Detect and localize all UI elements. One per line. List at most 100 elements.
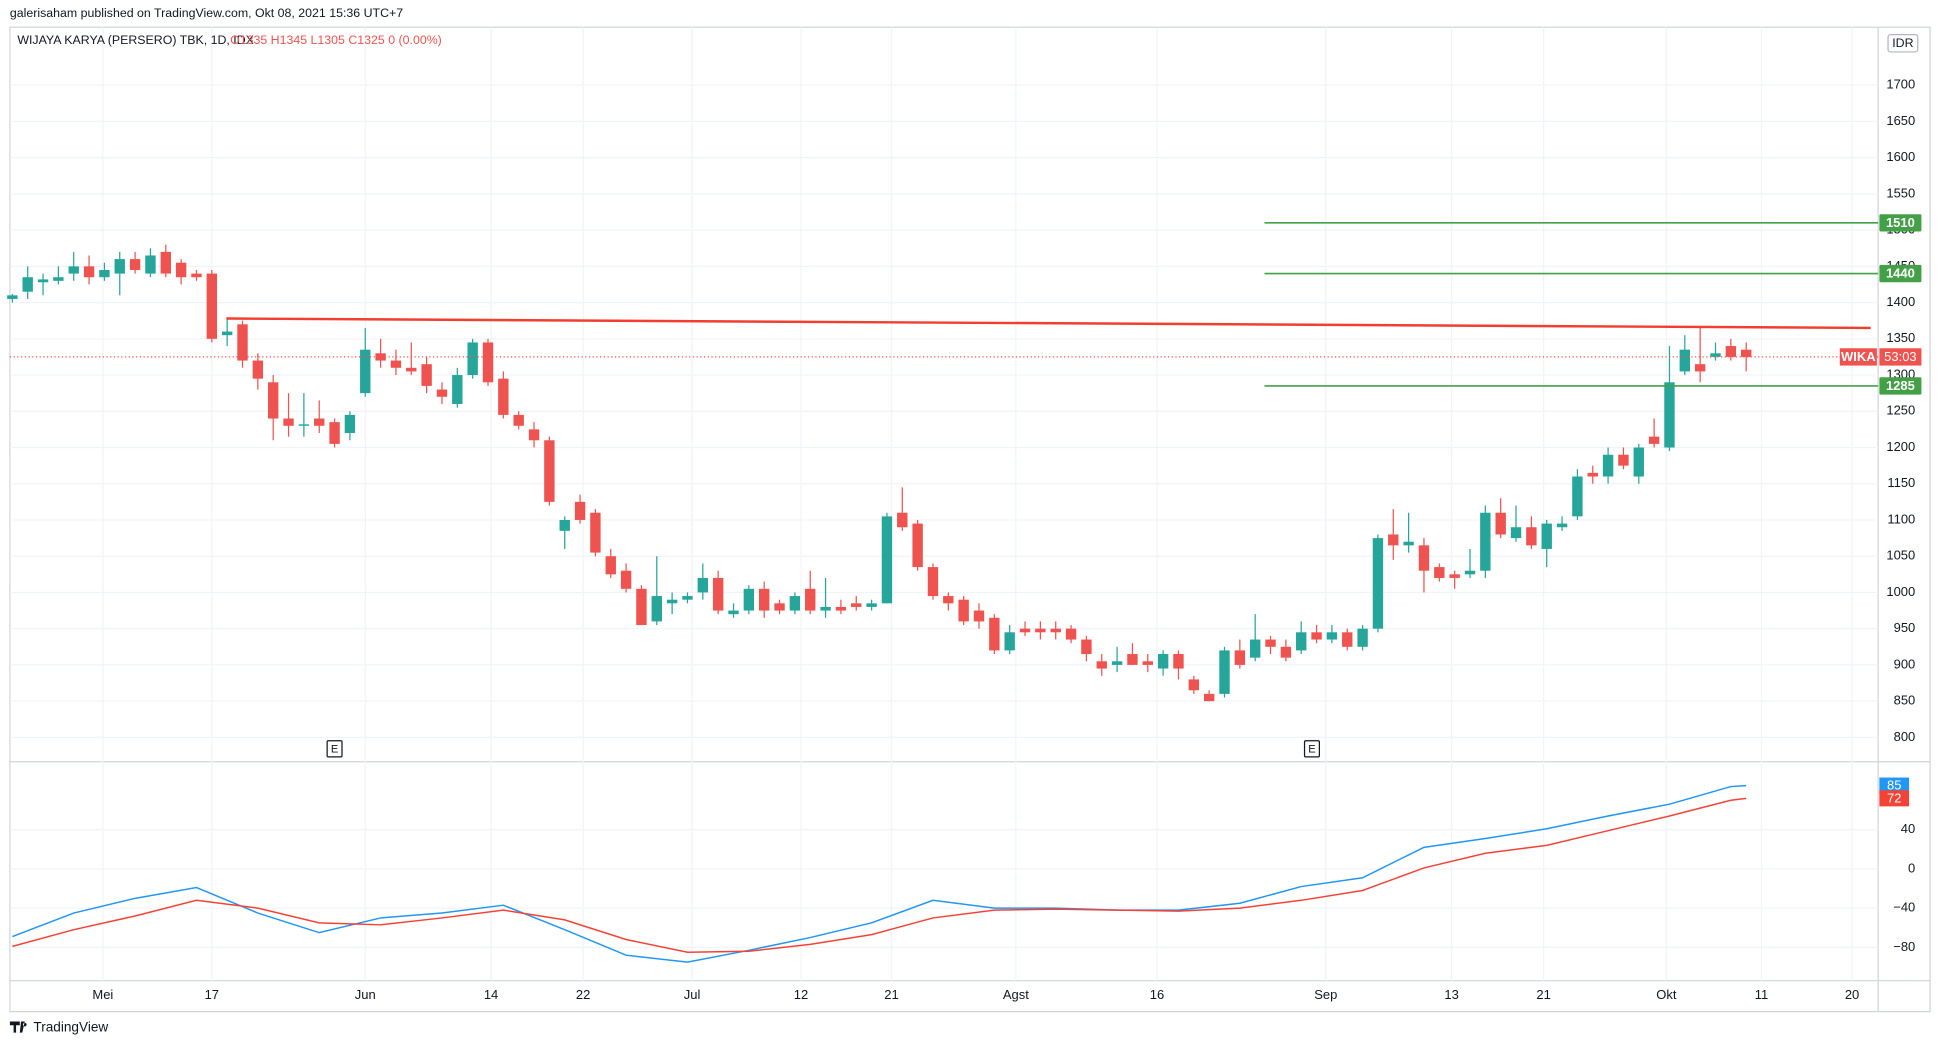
candle-body bbox=[881, 516, 893, 604]
candle-body bbox=[528, 429, 540, 441]
candle-body bbox=[927, 567, 939, 597]
candle-body bbox=[1296, 632, 1307, 651]
candle-body bbox=[697, 577, 709, 593]
candle-body bbox=[1633, 447, 1644, 477]
candle-body bbox=[728, 610, 739, 615]
candle-body bbox=[1342, 632, 1353, 647]
footer-brand: TradingView bbox=[33, 1019, 108, 1034]
candle-body bbox=[1203, 693, 1215, 702]
x-tick-label: Sep bbox=[1314, 987, 1337, 1002]
candle-body bbox=[1541, 523, 1552, 549]
y-tick-label: 1100 bbox=[1887, 511, 1915, 526]
candle-body bbox=[1157, 654, 1169, 669]
candle-body bbox=[406, 367, 417, 372]
candle-body bbox=[805, 588, 816, 611]
indicator-tick-label: 40 bbox=[1901, 821, 1915, 836]
candle-body bbox=[1019, 628, 1031, 633]
candle-body bbox=[1418, 545, 1430, 571]
candle-body bbox=[559, 519, 570, 531]
candle-body bbox=[1602, 454, 1614, 477]
candle-body bbox=[1004, 632, 1015, 651]
indicator-line bbox=[12, 784, 1747, 963]
currency-label[interactable]: IDR bbox=[1892, 36, 1913, 50]
candle-body bbox=[436, 389, 448, 397]
candle-body bbox=[1449, 574, 1460, 578]
x-tick-label: 20 bbox=[1845, 987, 1859, 1002]
candle-body bbox=[375, 353, 386, 361]
currency-box[interactable] bbox=[1887, 34, 1919, 53]
candle-body bbox=[1464, 570, 1476, 575]
candle-body bbox=[83, 266, 95, 278]
symbol-title: WIJAYA KARYA (PERSERO) TBK, 1D, IDX bbox=[17, 33, 254, 47]
frame bbox=[9, 26, 1931, 1013]
y-tick-label: 850 bbox=[1894, 693, 1916, 708]
candle-body bbox=[897, 512, 908, 528]
x-tick-label: 21 bbox=[884, 987, 898, 1002]
candle-body bbox=[145, 255, 156, 274]
x-tick-label: Jun bbox=[355, 987, 376, 1002]
candle-body bbox=[221, 331, 233, 336]
candle-body bbox=[1648, 436, 1660, 444]
candle-body bbox=[22, 277, 33, 292]
candle-body bbox=[1725, 346, 1737, 357]
candle-body bbox=[605, 556, 616, 575]
indicator-tick-label: −80 bbox=[1893, 939, 1915, 954]
candle-body bbox=[574, 501, 586, 520]
candle-body bbox=[267, 382, 279, 419]
candle-body bbox=[1434, 567, 1445, 578]
candle-body bbox=[835, 606, 847, 611]
candle-body bbox=[973, 610, 985, 622]
candle-body bbox=[758, 588, 770, 611]
candle-body bbox=[1326, 632, 1338, 640]
candle-body bbox=[820, 606, 831, 611]
candle-body bbox=[68, 266, 79, 274]
candle-body bbox=[482, 342, 494, 383]
candle-body bbox=[620, 570, 632, 589]
y-tick-label: 1150 bbox=[1887, 475, 1915, 490]
event-label: E bbox=[1308, 743, 1315, 755]
candle-body bbox=[1403, 541, 1414, 546]
x-tick-label: 11 bbox=[1755, 987, 1768, 1002]
candle-body bbox=[421, 364, 432, 386]
candle-body bbox=[1173, 654, 1184, 669]
candle-body bbox=[1510, 527, 1522, 539]
candle-body bbox=[53, 277, 64, 281]
candle-body bbox=[191, 273, 202, 278]
x-tick-label: Jul bbox=[684, 987, 701, 1002]
x-tick-label: 12 bbox=[794, 987, 808, 1002]
y-tick-label: 1250 bbox=[1886, 403, 1915, 418]
y-tick-label: 1050 bbox=[1886, 548, 1915, 563]
y-tick-label: 950 bbox=[1894, 620, 1916, 635]
candle-body bbox=[129, 259, 141, 270]
candle-body bbox=[1372, 538, 1384, 629]
candle-body bbox=[1618, 454, 1629, 466]
ohlc-legend: O1335 H1345 L1305 C1325 0 (0.00%) bbox=[230, 33, 442, 47]
candle-body bbox=[1480, 512, 1491, 571]
candle-body bbox=[329, 422, 340, 444]
trendline bbox=[226, 317, 1871, 330]
candle-body bbox=[774, 603, 785, 611]
candle-body bbox=[636, 588, 647, 626]
candle-body bbox=[1234, 650, 1246, 665]
candle-body bbox=[1111, 661, 1123, 665]
candle-body bbox=[682, 596, 693, 600]
indicator-value-label: 72 bbox=[1887, 790, 1901, 805]
symbol-badge bbox=[1839, 348, 1877, 366]
candle-body bbox=[1188, 679, 1200, 691]
y-tick-label: 1600 bbox=[1886, 149, 1915, 164]
candle-body bbox=[498, 378, 509, 415]
x-tick-label: Mei bbox=[92, 987, 113, 1002]
candle-body bbox=[452, 375, 463, 405]
candle-body bbox=[1694, 364, 1706, 372]
event-box bbox=[1303, 740, 1321, 758]
candle-body bbox=[114, 259, 125, 274]
candle-body bbox=[544, 440, 555, 502]
candle-body bbox=[590, 512, 601, 553]
candle-body bbox=[1249, 639, 1261, 658]
candle-body bbox=[513, 414, 524, 426]
candle-body bbox=[1050, 628, 1061, 633]
candle-body bbox=[1587, 472, 1598, 477]
candle-body bbox=[743, 588, 755, 611]
